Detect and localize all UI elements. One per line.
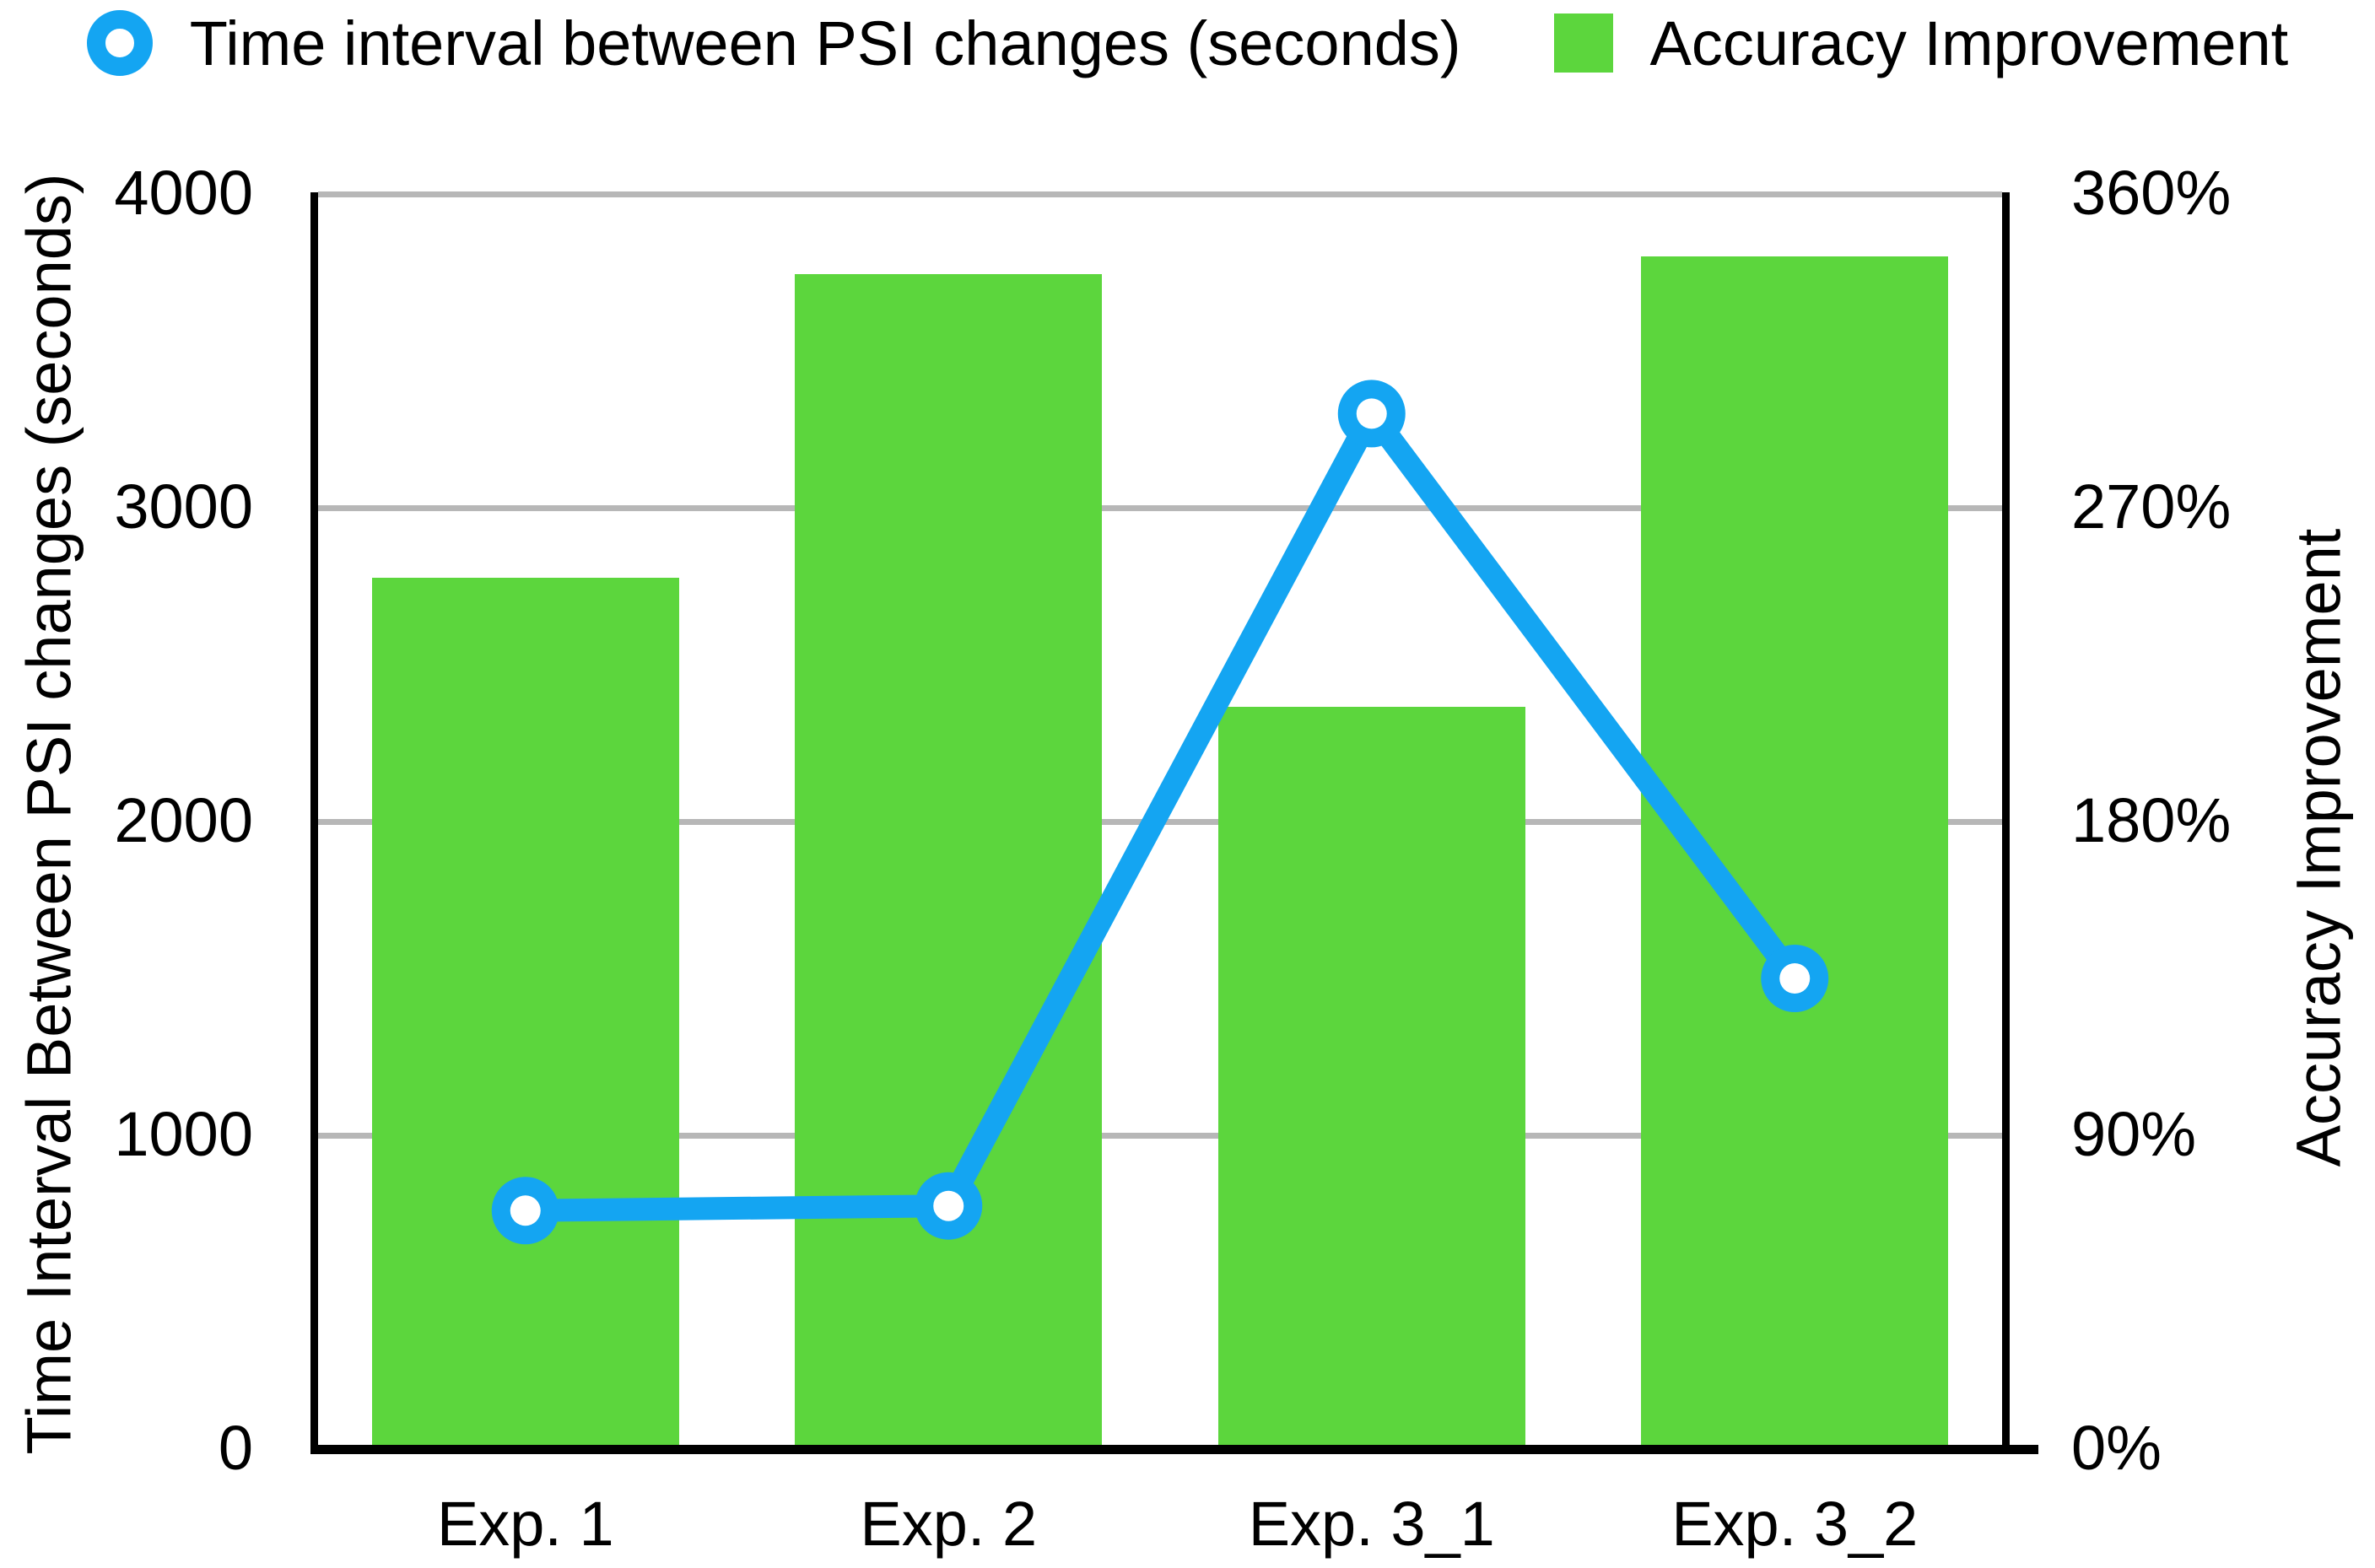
- x-axis-line: [310, 1445, 2038, 1454]
- line-marker-hole: [510, 1195, 541, 1226]
- legend-item-line: Time interval between PSI changes (secon…: [86, 8, 1461, 79]
- line-marker-hole: [933, 1190, 964, 1221]
- bar-exp-3-1: [1217, 706, 1525, 1449]
- gridline: [318, 191, 2002, 197]
- left-axis-title: Time Interval Between PSI changes (secon…: [13, 173, 84, 1455]
- bar-exp-1: [371, 577, 679, 1449]
- plot-area: 4000 360% 3000 270% 2000 180% 1000 90% 0 0% Exp. 1…: [114, 158, 2231, 1559]
- legend: Time interval between PSI changes (secon…: [0, 5, 2375, 81]
- left-axis-tick-label: 1000: [114, 1098, 253, 1169]
- right-axis-title: Accuracy Improvement: [2283, 528, 2354, 1167]
- right-axis-tick-label: 360%: [2071, 157, 2232, 228]
- x-axis-category-label: Exp. 3_1: [1248, 1489, 1495, 1559]
- left-axis-tick-label: 2000: [114, 784, 253, 855]
- legend-label-line: Time interval between PSI changes (secon…: [189, 8, 1461, 78]
- left-axis-tick-label: 0: [218, 1412, 253, 1483]
- right-axis-tick-label: 0%: [2071, 1412, 2162, 1483]
- x-axis-category-label: Exp. 1: [436, 1489, 614, 1559]
- right-axis-tick-label: 90%: [2071, 1098, 2197, 1169]
- right-axis-tick-label: 270%: [2071, 471, 2232, 542]
- right-axis-line: [2002, 192, 2010, 1454]
- gridline: [318, 505, 2002, 511]
- x-axis-category-label: Exp. 2: [860, 1489, 1038, 1559]
- square-swatch-icon: [1553, 13, 1613, 73]
- left-axis-tick-label: 4000: [114, 157, 253, 228]
- donut-marker-icon: [86, 10, 153, 76]
- left-axis-tick-label: 3000: [114, 471, 253, 542]
- bar-exp-2: [795, 274, 1103, 1449]
- x-axis-category-label: Exp. 3_2: [1671, 1489, 1919, 1559]
- left-axis-line: [310, 192, 318, 1454]
- line-marker-hole: [1779, 963, 1811, 994]
- line-path: [514, 401, 1806, 1222]
- line-marker-hole: [1356, 398, 1387, 429]
- line-series: [491, 380, 1829, 1245]
- gridline: [318, 1133, 2002, 1139]
- legend-item-bar: Accuracy Improvement: [1553, 8, 2289, 79]
- right-axis-tick-label: 180%: [2071, 784, 2232, 855]
- legend-label-bar: Accuracy Improvement: [1649, 8, 2289, 78]
